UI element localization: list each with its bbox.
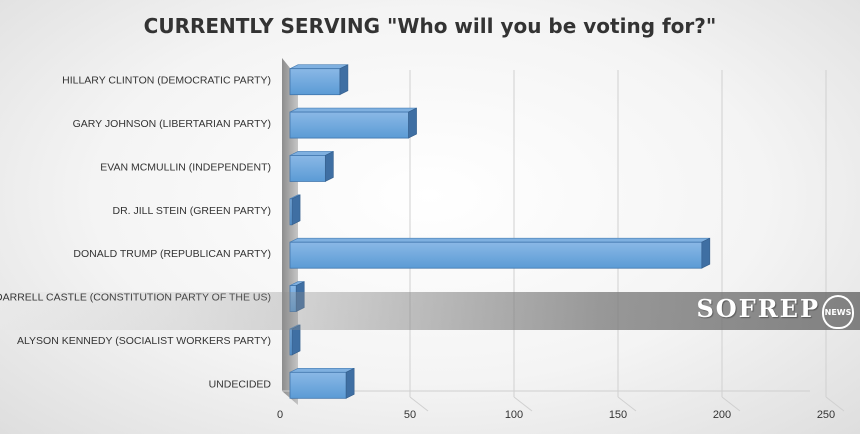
- bar-end: [325, 150, 334, 182]
- x-tick-label: 150: [609, 409, 627, 421]
- bar: [289, 241, 703, 269]
- category-label: EVAN MCMULLIN (INDEPENDENT): [100, 161, 271, 173]
- watermark-band: SOFREP NEWS: [0, 292, 860, 330]
- bar: [289, 155, 326, 182]
- category-label: DONALD TRUMP (REPUBLICAN PARTY): [73, 248, 271, 260]
- bar-top: [289, 107, 417, 113]
- bar-end: [291, 194, 301, 226]
- category-label: UNDECIDED: [209, 378, 272, 390]
- bar: [289, 198, 293, 226]
- category-label: HILLARY CLINTON (DEMOCRATIC PARTY): [62, 75, 271, 87]
- gridline-floor: [617, 396, 637, 412]
- x-tick-label: 250: [817, 409, 835, 421]
- bar-top: [289, 64, 349, 69]
- chart-title: CURRENTLY SERVING "Who will you be votin…: [144, 14, 717, 38]
- bar-end: [408, 107, 417, 139]
- bar: [289, 328, 293, 356]
- gridline-floor: [825, 396, 845, 412]
- x-tick-label: 50: [404, 409, 416, 421]
- news-badge-icon: NEWS: [822, 295, 854, 329]
- gridline-floor: [721, 396, 741, 412]
- bar-end: [701, 237, 711, 269]
- bar-top: [289, 367, 355, 373]
- gridline-floor: [513, 396, 533, 412]
- category-label: ALYSON KENNEDY (SOCIALIST WORKERS PARTY): [17, 335, 271, 347]
- bar: [289, 111, 409, 139]
- category-label: DR. JILL STEIN (GREEN PARTY): [113, 205, 272, 217]
- bar: [289, 371, 347, 399]
- bar: [289, 68, 341, 96]
- x-tick-label: 100: [505, 409, 523, 421]
- bar-top: [289, 237, 710, 243]
- bar-end: [339, 64, 349, 96]
- bar-end: [345, 367, 355, 399]
- gridline-floor: [409, 396, 429, 412]
- category-label: GARY JOHNSON (LIBERTARIAN PARTY): [73, 118, 271, 130]
- sofrep-logo-text: SOFREP: [696, 294, 820, 323]
- x-tick-label: 200: [713, 409, 731, 421]
- x-tick-label: 0: [277, 409, 283, 421]
